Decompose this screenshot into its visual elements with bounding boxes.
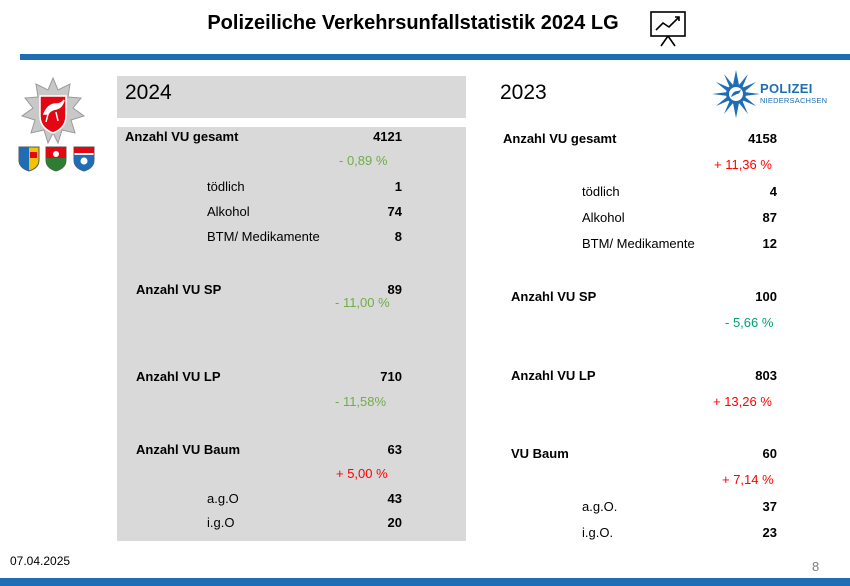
drugs-label-2023: BTM/ Medikamente: [582, 236, 695, 251]
district-shield-icon-2: [45, 146, 67, 172]
police-star-crest-icon: [20, 76, 86, 145]
ago-label-2024: a.g.O: [207, 491, 239, 506]
page-title: Polizeiliche Verkehrsunfallstatistik 202…: [0, 12, 850, 35]
ago-value-2023: 37: [762, 499, 777, 514]
logo-text-niedersachsen: NIEDERSACHSEN: [760, 96, 828, 105]
alcohol-value-2023: 87: [762, 210, 777, 225]
fatal-value-2024: 1: [394, 179, 402, 194]
sp-change-2024: - 11,00 %: [335, 295, 390, 310]
total-label-2024: Anzahl VU gesamt: [125, 129, 239, 144]
tree-label-2024: Anzahl VU Baum: [136, 442, 241, 457]
sp-value-2024: 89: [387, 282, 402, 297]
fatal-label-2024: tödlich: [207, 179, 245, 194]
tree-label-2023: VU Baum: [511, 446, 569, 461]
alcohol-label-2024: Alkohol: [207, 204, 250, 219]
police-star-logo-icon: [712, 70, 760, 118]
page-title-text: Polizeiliche Verkehrsunfallstatistik 202…: [207, 12, 619, 34]
panel-2024-body: [117, 127, 466, 541]
total-value-2024: 4121: [373, 129, 402, 144]
sp-value-2023: 100: [755, 289, 777, 304]
total-change-2023: + 11,36 %: [714, 157, 772, 172]
lp-label-2024: Anzahl VU LP: [136, 369, 221, 384]
district-shield-icon-1: [18, 146, 40, 172]
year-2024-heading: 2024: [125, 81, 172, 104]
drugs-value-2024: 8: [394, 229, 402, 244]
alcohol-label-2023: Alkohol: [582, 210, 625, 225]
tree-value-2023: 60: [762, 446, 777, 461]
footer-bar: [0, 578, 850, 586]
lp-value-2024: 710: [380, 369, 402, 384]
fatal-label-2023: tödlich: [582, 184, 620, 199]
sp-change-2023: - 5,66 %: [725, 315, 774, 330]
igo-value-2024: 20: [387, 515, 402, 530]
total-label-2023: Anzahl VU gesamt: [503, 131, 617, 146]
page-number: 8: [812, 559, 820, 574]
fatal-value-2023: 4: [769, 184, 777, 199]
ago-value-2024: 43: [387, 491, 402, 506]
total-change-2024: - 0,89 %: [339, 153, 388, 168]
tree-value-2024: 63: [387, 442, 402, 457]
panel-2024-header: [117, 76, 466, 118]
alcohol-value-2024: 74: [387, 204, 402, 219]
drugs-label-2024: BTM/ Medikamente: [207, 229, 320, 244]
footer-date: 07.04.2025: [10, 554, 71, 568]
total-value-2023: 4158: [748, 131, 777, 146]
sp-label-2024: Anzahl VU SP: [136, 282, 222, 297]
igo-label-2024: i.g.O: [207, 515, 235, 530]
lp-value-2023: 803: [755, 368, 777, 383]
igo-label-2023: i.g.O.: [582, 525, 614, 540]
lp-change-2024: - 11,58%: [335, 394, 387, 409]
tree-change-2024: + 5,00 %: [336, 466, 388, 481]
igo-value-2023: 23: [762, 525, 777, 540]
district-shield-icon-3: [73, 146, 95, 172]
drugs-value-2023: 12: [762, 236, 777, 251]
year-2023-heading: 2023: [500, 81, 547, 104]
lp-change-2023: + 13,26 %: [713, 394, 772, 409]
lp-label-2023: Anzahl VU LP: [511, 368, 596, 383]
tree-change-2023: + 7,14 %: [722, 472, 774, 487]
ago-label-2023: a.g.O.: [582, 499, 618, 514]
header-divider: [20, 54, 850, 60]
presentation-chart-icon: [650, 11, 686, 47]
logo-text-polizei: POLIZEI: [760, 81, 813, 96]
sp-label-2023: Anzahl VU SP: [511, 289, 597, 304]
